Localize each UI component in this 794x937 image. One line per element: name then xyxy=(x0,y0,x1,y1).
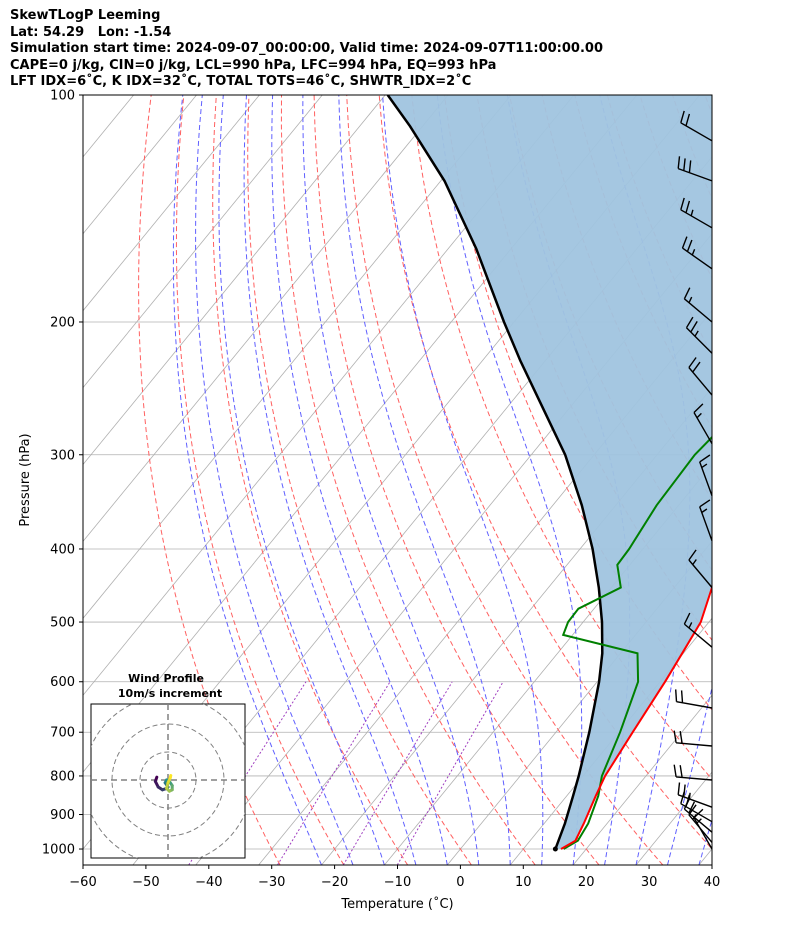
moist-adiabat-line xyxy=(172,95,322,865)
isotherm-line xyxy=(447,540,712,865)
moist-adiabat-line xyxy=(302,95,480,865)
x-tick-label: 0 xyxy=(456,875,464,890)
moist-adiabat-line xyxy=(243,95,417,865)
plot-area xyxy=(83,95,794,865)
y-tick-label: 800 xyxy=(50,769,75,784)
moist-adiabat-line xyxy=(338,95,511,865)
isotherm-line xyxy=(572,694,712,865)
wind-barb xyxy=(685,316,713,354)
dry-adiabat-line xyxy=(346,95,664,865)
x-tick-label: −50 xyxy=(132,875,159,890)
x-axis-label: Temperature (˚C) xyxy=(340,896,453,912)
isotherm-line xyxy=(83,95,449,543)
wind-barb xyxy=(680,197,713,229)
wind-barb xyxy=(677,782,713,808)
dry-adiabat-line xyxy=(704,95,712,116)
moist-adiabat-line xyxy=(218,95,385,865)
dry-adiabat-line xyxy=(313,95,600,865)
dry-adiabat-line xyxy=(738,95,794,865)
y-tick-label: 300 xyxy=(50,448,75,463)
x-tick-label: 30 xyxy=(641,875,658,890)
y-tick-label: 400 xyxy=(50,542,75,557)
title-line-location: Lat: 54.29 Lon: -1.54 xyxy=(10,24,172,40)
isotherm-line xyxy=(83,95,197,235)
dry-adiabat-line xyxy=(280,95,536,865)
dewpoint-line xyxy=(561,435,712,850)
x-tick-label: 40 xyxy=(704,875,721,890)
moist-adiabat-line xyxy=(382,95,544,865)
temperature-line xyxy=(560,583,712,850)
wind-barb xyxy=(693,808,713,850)
x-tick-label: −30 xyxy=(258,875,285,890)
wind-barb xyxy=(693,403,713,445)
isotherm-line xyxy=(83,95,260,312)
dry-adiabat-line xyxy=(212,95,409,865)
wind-barb xyxy=(681,236,713,270)
y-tick-label: 700 xyxy=(50,726,75,741)
dry-adiabat-line xyxy=(138,95,281,865)
wind-barb xyxy=(683,612,713,648)
y-tick-label: 200 xyxy=(50,315,75,330)
mixing-ratio-line xyxy=(342,681,453,865)
wind-barb xyxy=(699,499,713,541)
x-tick-label: 10 xyxy=(515,875,532,890)
y-tick-label: 600 xyxy=(50,675,75,690)
x-tick-label: 20 xyxy=(578,875,595,890)
y-axis-label: Pressure (hPa) xyxy=(18,433,33,526)
moist-adiabat-line xyxy=(698,818,712,865)
hodograph-plot xyxy=(91,704,245,858)
wind-barb xyxy=(675,689,713,709)
mixing-ratio-line xyxy=(396,681,504,865)
hodograph-subtitle: 10m/s increment xyxy=(118,687,222,700)
hodograph-trace-segment xyxy=(168,774,173,780)
dry-adiabat-line xyxy=(770,95,794,865)
wind-barb xyxy=(673,730,713,747)
y-tick-label: 100 xyxy=(50,89,75,104)
wind-barb xyxy=(688,804,713,843)
axes: −60 −50 −40 −30 −20 −10 0 10 20 30 40 100 200 300 400 5… xyxy=(42,89,720,891)
wind-barbs xyxy=(673,110,713,850)
x-tick-label: −10 xyxy=(384,875,411,890)
hodograph-inset: Wind Profile 10m/s increment xyxy=(90,672,246,859)
x-tick-label: −60 xyxy=(69,875,96,890)
wind-barb xyxy=(673,764,713,781)
isotherm-line xyxy=(83,95,323,389)
x-tick-label: −20 xyxy=(321,875,348,890)
y-tick-label: 900 xyxy=(50,808,75,823)
title-line-indices: LFT IDX=6˚C, K IDX=32˚C, TOTAL TOTS=46˚C… xyxy=(10,74,472,89)
chart-title-block: SkewTLogP Leeming Lat: 54.29 Lon: -1.54 … xyxy=(10,8,603,91)
x-tick-label: −40 xyxy=(195,875,222,890)
mixing-ratio-line xyxy=(277,681,391,865)
moist-adiabat-line xyxy=(195,95,354,865)
wind-barb xyxy=(683,287,713,323)
isotherm-line xyxy=(83,95,386,466)
title-line-times: Simulation start time: 2024-09-07_00:00:… xyxy=(10,41,603,56)
hodograph-title: Wind Profile xyxy=(128,672,204,685)
wind-barb xyxy=(677,156,713,182)
y-tick-label: 500 xyxy=(50,616,75,631)
wind-barb xyxy=(680,110,713,142)
wind-barb xyxy=(683,797,713,833)
parcel-start-marker xyxy=(552,846,558,852)
wind-barb xyxy=(699,454,713,496)
isotherm-line xyxy=(83,95,512,619)
parcel-profile-line xyxy=(386,95,604,850)
title-line-cape: CAPE=0 j/kg, CIN=0 j/kg, LCL=990 hPa, LF… xyxy=(10,57,497,73)
y-tick-label: 1000 xyxy=(42,843,75,858)
wind-barb xyxy=(688,357,713,396)
dry-adiabat-line xyxy=(378,95,712,850)
cape-area xyxy=(387,95,712,849)
dry-adiabat-line xyxy=(175,95,345,865)
moist-adiabat-line xyxy=(271,95,448,865)
dry-adiabat-line xyxy=(247,95,472,865)
isotherm-line xyxy=(698,848,712,865)
wind-barb xyxy=(688,549,713,588)
title-line-station: SkewTLogP Leeming xyxy=(10,8,161,23)
